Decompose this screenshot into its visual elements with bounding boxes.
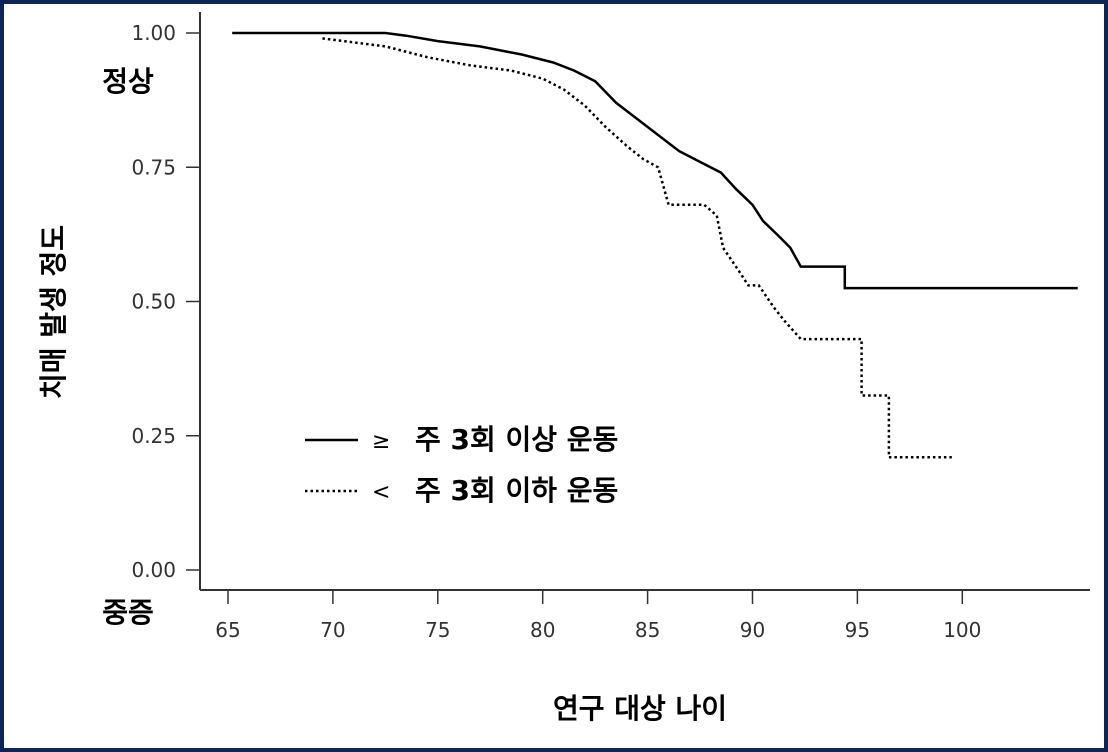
series-layer [232,31,1078,459]
legend-label-1: 주 3회 이상 운동 [415,423,618,456]
legend-label-2: 주 3회 이하 운동 [415,474,618,507]
x-tick-label: 70 [320,618,345,642]
y-tick-label: 1.00 [131,21,176,45]
y-tick-label: 0.25 [131,424,176,448]
x-ticks: 65 70 75 80 85 90 95 100 [215,590,981,642]
legend-symbol-2: < [372,480,390,505]
y-bottom-note: 중증 [102,596,154,629]
y-tick-label: 0.50 [131,290,176,314]
legend-symbol-1: ≥ [372,429,390,454]
series-line-1 [232,31,1078,290]
y-ticks: 0.00 0.25 0.50 0.75 1.00 [131,21,200,582]
axes [199,12,1090,591]
x-tick-label: 85 [635,618,660,642]
legend: ≥ 주 3회 이상 운동 < 주 3회 이하 운동 [305,423,618,507]
y-axis-label: 치매 발생 정도 [37,225,70,399]
y-tick-label: 0.75 [131,155,176,179]
x-axis-label: 연구 대상 나이 [553,692,727,725]
x-tick-label: 90 [740,618,765,642]
x-tick-label: 75 [425,618,450,642]
y-top-note: 정상 [102,65,154,98]
x-tick-label: 65 [215,618,240,642]
x-tick-label: 100 [943,618,981,642]
series-line-2 [322,37,952,459]
x-tick-label: 95 [845,618,870,642]
x-tick-label: 80 [530,618,555,642]
y-tick-label: 0.00 [131,558,176,582]
